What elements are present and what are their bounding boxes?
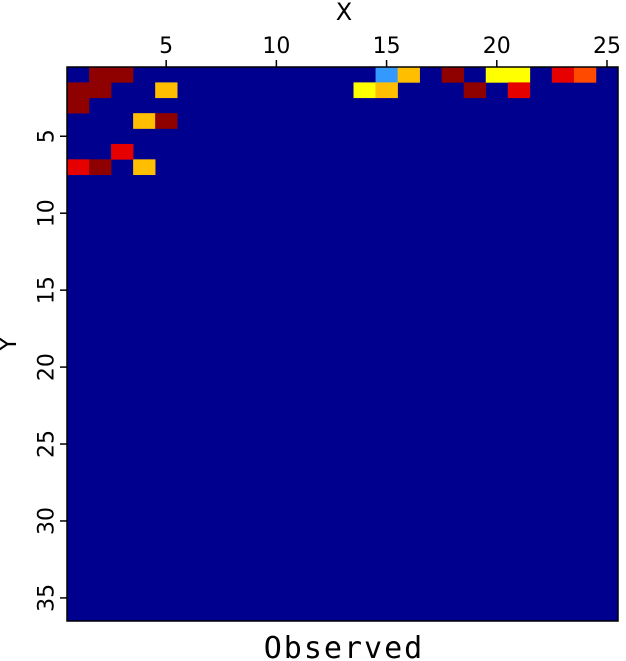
plot-frame bbox=[66, 66, 619, 622]
heatmap-cell bbox=[155, 82, 178, 99]
y-tick-label: 5 bbox=[35, 129, 60, 143]
heatmap-cell bbox=[133, 113, 156, 129]
heatmap-cell bbox=[353, 82, 376, 99]
x-tick-label: 5 bbox=[159, 34, 173, 59]
y-axis-label: Y bbox=[0, 336, 22, 352]
x-axis-ticks: 5 10 15 20 25 bbox=[159, 34, 621, 67]
heatmap-cell bbox=[111, 67, 134, 83]
y-tick-label: 35 bbox=[35, 584, 60, 612]
x-tick-label: 15 bbox=[373, 34, 401, 59]
y-tick-label: 20 bbox=[35, 353, 60, 381]
heatmap-cell bbox=[551, 67, 575, 83]
heatmap-cell bbox=[89, 67, 112, 83]
heatmap-cell bbox=[507, 67, 531, 83]
x-axis-label: X bbox=[336, 0, 352, 26]
y-axis-ticks: 5 10 15 20 25 30 35 bbox=[35, 129, 67, 612]
heatmap-cell bbox=[507, 82, 531, 99]
heatmap-cell bbox=[67, 97, 90, 114]
heatmap-cell bbox=[155, 113, 178, 129]
heatmap-cell bbox=[89, 82, 112, 99]
heatmap-cell bbox=[397, 67, 420, 83]
chart-title: Observed bbox=[264, 631, 425, 661]
x-tick-label: 25 bbox=[593, 34, 621, 59]
heatmap-cell bbox=[375, 67, 398, 83]
heatmap-cells bbox=[67, 67, 618, 621]
y-tick-label: 10 bbox=[35, 199, 60, 227]
heatmap-cell bbox=[463, 82, 487, 99]
y-tick-label: 15 bbox=[35, 276, 60, 304]
heatmap-background bbox=[67, 67, 618, 621]
heatmap-cell bbox=[485, 67, 509, 83]
x-tick-label: 10 bbox=[262, 34, 290, 59]
heatmap-cell bbox=[133, 159, 156, 176]
heatmap-cell bbox=[67, 159, 90, 176]
heatmap-cell bbox=[111, 143, 134, 160]
y-tick-label: 25 bbox=[35, 430, 60, 458]
heatmap-cell bbox=[441, 67, 465, 83]
heatmap-cell bbox=[573, 67, 597, 83]
x-tick-label: 20 bbox=[483, 34, 511, 59]
heatmap-cell bbox=[67, 82, 90, 99]
y-tick-label: 30 bbox=[35, 507, 60, 535]
heatmap-cell bbox=[375, 82, 398, 99]
heatmap-cell bbox=[89, 159, 112, 176]
